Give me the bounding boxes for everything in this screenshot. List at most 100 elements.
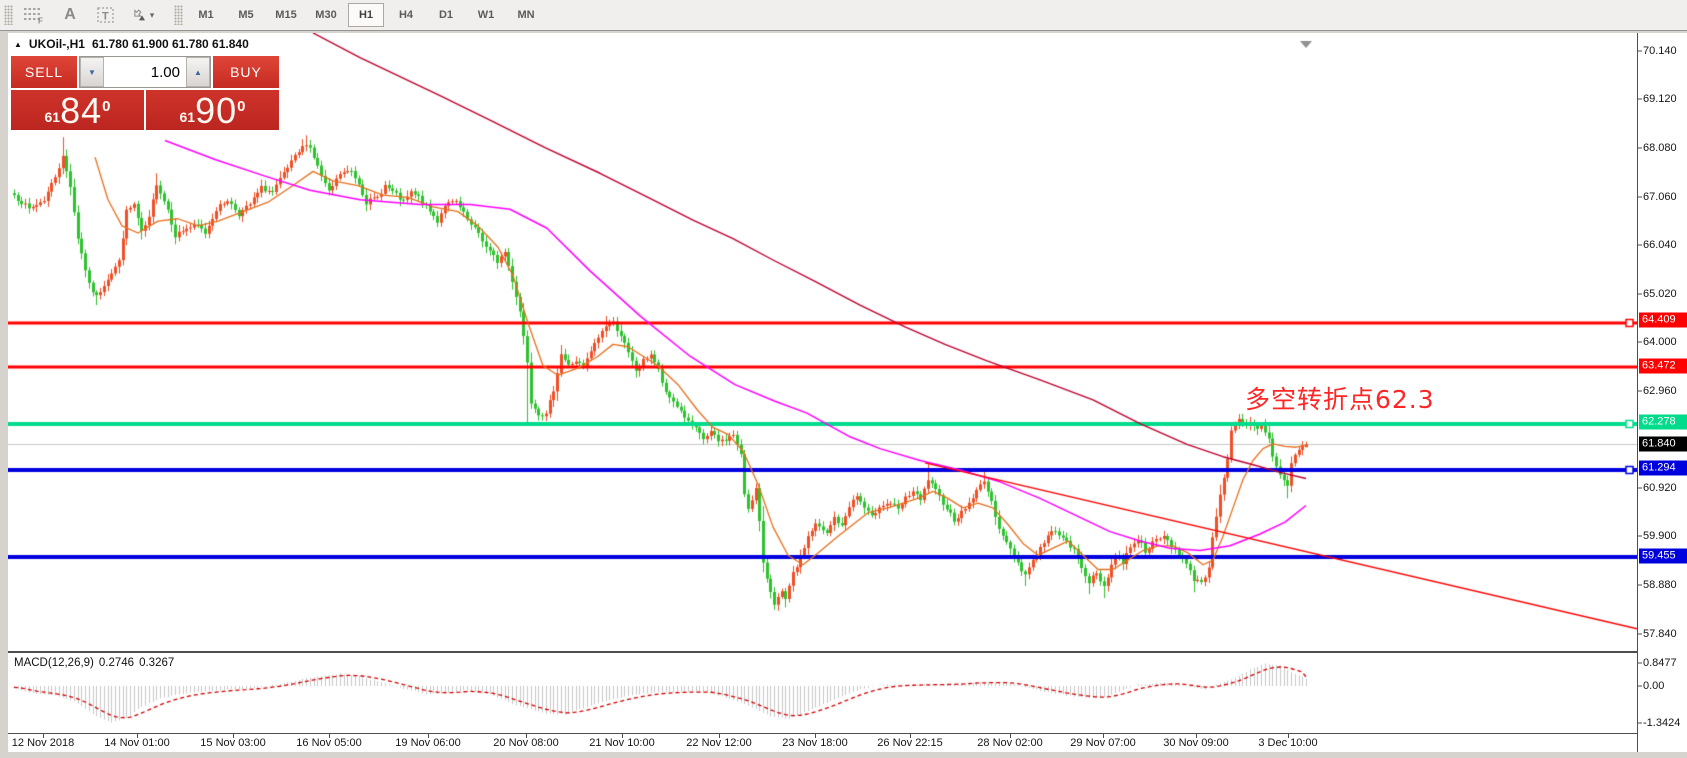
timeframe-button-m1[interactable]: M1 (198, 9, 214, 21)
price-axis-label: 64.000 (1643, 336, 1677, 348)
text-label-button[interactable]: A (52, 2, 88, 28)
top-toolbar: F A T ▾ M1 M5 M15 M30 H1 H4 D1 W1 MN (0, 0, 1687, 31)
text-box-icon: T (96, 6, 116, 24)
price-axis-tick (1638, 341, 1642, 343)
time-axis-tick (137, 734, 138, 738)
timeframe-button-h1[interactable]: H1 (348, 3, 384, 27)
price-axis-tick (1638, 535, 1642, 537)
dropdown-caret-icon: ▾ (149, 9, 155, 20)
fibonacci-icon: F (23, 6, 45, 24)
price-axis-label: 68.080 (1643, 142, 1677, 154)
text-box-button[interactable]: T (88, 2, 124, 28)
timeframe-button-d1[interactable]: D1 (438, 9, 454, 21)
time-axis-label: 30 Nov 09:00 (1163, 737, 1229, 749)
volume-decrease-button[interactable]: ▼ (80, 57, 104, 87)
svg-text:T: T (102, 11, 109, 23)
timeframe-button-h4[interactable]: H4 (398, 9, 414, 21)
time-axis-label: 26 Nov 22:15 (877, 737, 943, 749)
time-axis-label: 12 Nov 2018 (11, 737, 75, 749)
time-axis-tick (910, 734, 911, 738)
time-axis-tick (526, 734, 527, 738)
arrow-objects-button[interactable]: ▾ (124, 2, 160, 28)
price-axis-label: 60.920 (1643, 482, 1677, 494)
time-axis-tick (329, 734, 330, 738)
timeframe-button-mn[interactable]: MN (517, 9, 535, 21)
macd-axis-label: 0.00 (1643, 680, 1665, 692)
text-label-icon: A (64, 6, 76, 23)
timeframe-button-m15[interactable]: M15 (275, 9, 297, 21)
macd-main-value: 0.2746 (98, 657, 135, 669)
symbol-title: UKOil-,H1 (28, 37, 85, 51)
timeframe-button-w1[interactable]: W1 (477, 9, 495, 21)
macd-indicator-panel[interactable]: MACD(12,26,9) 0.2746 0.3267 (8, 653, 1637, 734)
timeframe-button-m30[interactable]: M30 (315, 9, 337, 21)
volume-stepper: ▼ ▲ (79, 56, 211, 88)
price-axis-tick (1638, 390, 1642, 392)
price-chart-canvas[interactable] (8, 33, 1637, 651)
time-axis-label: 22 Nov 12:00 (686, 737, 752, 749)
price-level-badge: 62.278 (1639, 414, 1687, 430)
buy-button[interactable]: BUY (213, 56, 279, 88)
price-level-badge: 64.409 (1639, 312, 1687, 328)
time-axis-label: 23 Nov 18:00 (782, 737, 848, 749)
price-axis-label: 65.020 (1643, 288, 1677, 300)
price-axis-tick (1638, 196, 1642, 198)
price-axis-label: 58.880 (1643, 579, 1677, 591)
sell-price-sup: 0 (102, 98, 111, 115)
timeframe-toolbar: M1 M5 M15 M30 H1 H4 D1 W1 MN (186, 3, 546, 27)
price-axis-tick (1638, 487, 1642, 489)
price-chart-area[interactable]: ▲ UKOil-,H1 61.780 61.900 61.780 61.840 … (8, 33, 1637, 653)
buy-price-prefix: 61 (179, 109, 196, 125)
macd-axis-tick (1638, 722, 1642, 724)
volume-input[interactable] (104, 57, 186, 87)
time-axis[interactable]: 12 Nov 2018 14 Nov 01:00 15 Nov 03:00 16 No… (8, 734, 1637, 752)
collapse-panel-icon[interactable]: ▲ (14, 39, 22, 49)
price-level-badge: 61.840 (1639, 436, 1687, 452)
time-axis-label: 15 Nov 03:00 (200, 737, 266, 749)
price-axis-tick (1638, 633, 1642, 635)
price-axis-label: 70.140 (1643, 45, 1677, 57)
price-axis-label: 69.120 (1643, 93, 1677, 105)
time-axis-tick (428, 734, 429, 738)
macd-axis-label: 0.8477 (1643, 657, 1677, 669)
fibonacci-retracement-button[interactable]: F (16, 2, 52, 28)
sell-price-button[interactable]: 61 84 0 (11, 90, 144, 130)
price-axis[interactable]: 70.140 69.120 68.080 67.060 66.040 65.020 64.0… (1637, 33, 1687, 752)
sell-button[interactable]: SELL (11, 56, 77, 88)
macd-axis-label: -1.3424 (1643, 717, 1681, 729)
sell-price-main: 84 (60, 90, 103, 131)
time-axis-tick (233, 734, 234, 738)
time-axis-tick (622, 734, 623, 738)
toolbar-grip[interactable] (4, 5, 13, 25)
time-axis-label: 28 Nov 02:00 (977, 737, 1043, 749)
chart-text-annotation: 多空转折点62.3 (1245, 385, 1435, 414)
arrow-objects-icon (130, 6, 148, 24)
time-axis-label: 29 Nov 07:00 (1070, 737, 1136, 749)
price-axis-tick (1638, 147, 1642, 149)
macd-axis-tick (1638, 662, 1642, 664)
time-axis-label: 20 Nov 08:00 (493, 737, 559, 749)
ohlc-values: 61.780 61.900 61.780 61.840 (91, 37, 249, 51)
macd-label: MACD(12,26,9) 0.2746 0.3267 (14, 657, 174, 669)
price-axis-tick (1638, 293, 1642, 295)
time-axis-label: 21 Nov 10:00 (589, 737, 655, 749)
toolbar-grip[interactable] (174, 5, 183, 25)
buy-price-main: 90 (195, 90, 238, 131)
svg-text:F: F (38, 17, 43, 25)
timeframe-button-m5[interactable]: M5 (238, 9, 254, 21)
macd-signal-value: 0.3267 (139, 657, 175, 669)
time-axis-label: 19 Nov 06:00 (395, 737, 461, 749)
buy-price-button[interactable]: 61 90 0 (146, 90, 279, 130)
time-axis-tick (1288, 734, 1289, 738)
buy-price-sup: 0 (237, 98, 246, 115)
volume-increase-button[interactable]: ▲ (186, 57, 210, 87)
sell-price-prefix: 61 (44, 109, 61, 125)
macd-canvas[interactable] (8, 654, 1637, 732)
chart-symbol-header: ▲ UKOil-,H1 61.780 61.900 61.780 61.840 (14, 37, 249, 51)
time-axis-tick (719, 734, 720, 738)
price-axis-tick (1638, 244, 1642, 246)
price-axis-tick (1638, 584, 1642, 586)
time-axis-label: 16 Nov 05:00 (296, 737, 362, 749)
